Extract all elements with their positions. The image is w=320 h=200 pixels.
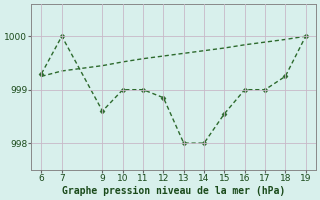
X-axis label: Graphe pression niveau de la mer (hPa): Graphe pression niveau de la mer (hPa) (62, 186, 285, 196)
